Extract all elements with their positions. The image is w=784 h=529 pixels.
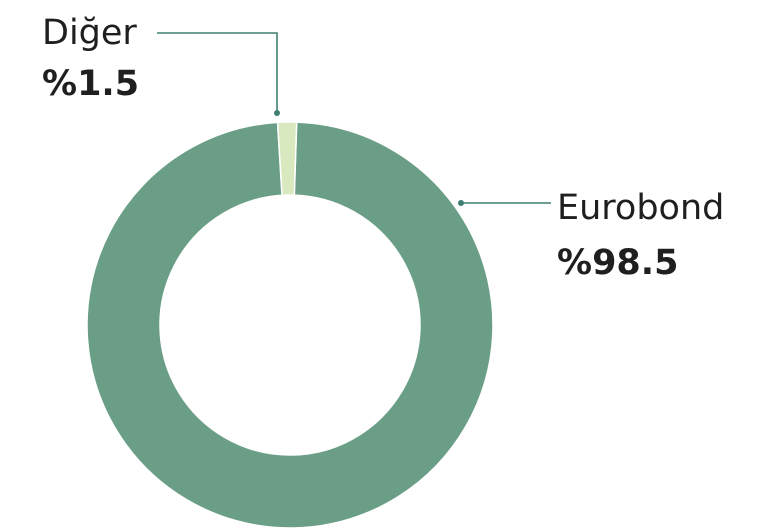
slice-eurobond [86,121,494,529]
callout-eurobond: Eurobond %98.5 [458,188,724,283]
donut-slices [86,121,494,529]
leader-dot-eurobond [458,200,464,206]
slice-label-diger: Diğer [42,13,137,53]
slice-di-er [276,121,298,197]
leader-dot-diger [274,110,280,116]
slice-value-eurobond: %98.5 [557,243,678,283]
slice-value-diger: %1.5 [42,64,139,104]
slice-label-eurobond: Eurobond [557,188,724,228]
callout-diger: Diğer %1.5 [42,13,280,116]
leader-line-diger [157,32,278,112]
